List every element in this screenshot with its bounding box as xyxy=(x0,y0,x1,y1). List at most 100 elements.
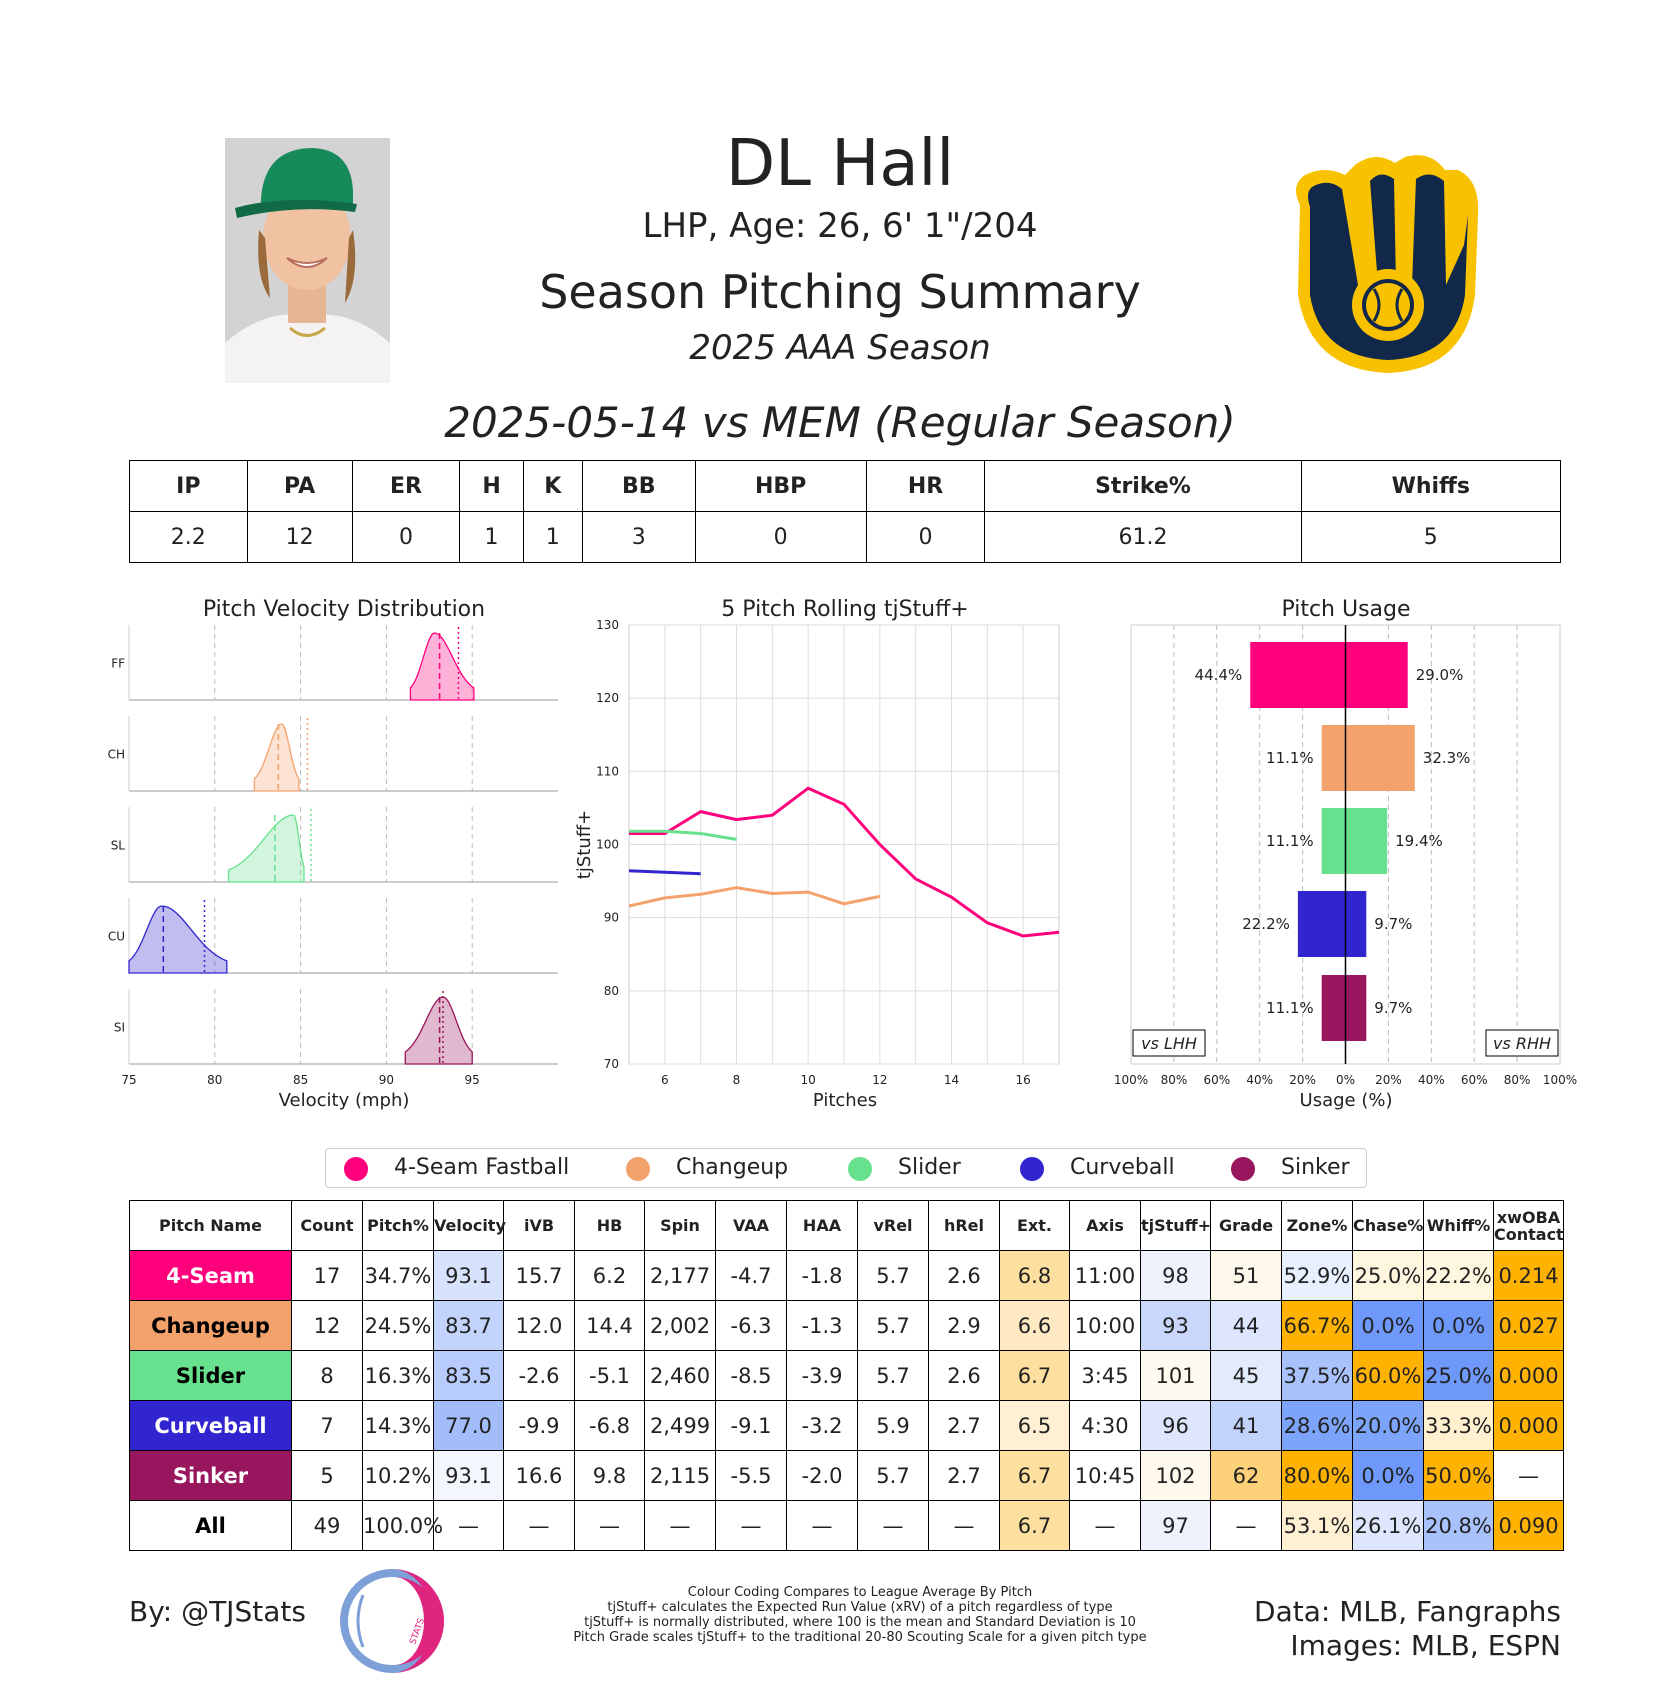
rolling-line-ch xyxy=(628,886,881,908)
pitch-metric-cell: -6.8 xyxy=(574,1400,645,1451)
pitch-table-header-cell: Pitch% xyxy=(362,1200,434,1251)
velocity-x-tick: 75 xyxy=(121,1073,136,1087)
pitch-metric-cell: 2,177 xyxy=(644,1250,716,1301)
usage-label-lhh: 11.1% xyxy=(1266,832,1314,850)
pitch-table-header-row: Pitch Name Count Pitch% Velocity iVB HB Spin VA… xyxy=(129,1200,1564,1251)
pitch-table-header-cell: vRel xyxy=(857,1200,929,1251)
vs-lhh-label: vs LHH xyxy=(1141,1034,1197,1053)
pitch-metric-cell: 2.7 xyxy=(928,1400,1000,1451)
pitch-metric-cell: 100.0% xyxy=(362,1500,443,1551)
pitch-metric-cell: 6.7 xyxy=(999,1500,1070,1551)
pitch-metric-cell: 93 xyxy=(1140,1300,1211,1351)
legend-marker xyxy=(1020,1157,1044,1181)
pitch-metric-cell: 51 xyxy=(1210,1250,1282,1301)
rolling-line-cu xyxy=(628,869,701,876)
usage-bar-ff xyxy=(1250,642,1408,708)
legend-marker xyxy=(1231,1157,1255,1181)
pitch-table-header-cell: Count xyxy=(291,1200,363,1251)
pitch-metric-cell: 16.6 xyxy=(503,1450,575,1501)
pitch-metric-cell: — xyxy=(644,1500,716,1551)
legend-item: Changeup xyxy=(626,1149,788,1187)
rolling-y-tick: 80 xyxy=(604,984,619,998)
box-header-cell: BB xyxy=(581,460,696,512)
pitch-metrics-table: Pitch Name Count Pitch% Velocity iVB HB Spin VA… xyxy=(129,1200,1564,1551)
pitch-metric-cell: 0.0% xyxy=(1352,1450,1424,1501)
pitch-name-cell: All xyxy=(129,1500,292,1551)
pitch-metric-cell: 34.7% xyxy=(362,1250,434,1301)
pitch-metric-cell: 6.5 xyxy=(999,1400,1070,1451)
pitch-metric-cell: 12 xyxy=(291,1300,363,1351)
pitch-metric-cell: 20.0% xyxy=(1352,1400,1424,1451)
author-credit: By: @TJStats xyxy=(129,1595,306,1628)
velocity-x-tick: 80 xyxy=(207,1073,222,1087)
rolling-y-tick: 110 xyxy=(596,764,619,778)
usage-chart-title: Pitch Usage xyxy=(1281,597,1411,622)
pitch-metric-cell: 5.7 xyxy=(857,1300,929,1351)
rolling-x-tick: 6 xyxy=(661,1073,669,1087)
pitch-metric-cell: 62 xyxy=(1210,1450,1282,1501)
pitch-metric-cell: 9.8 xyxy=(574,1450,645,1501)
pitch-table-header-cell: Zone% xyxy=(1281,1200,1353,1251)
usage-x-tick: 60% xyxy=(1203,1073,1230,1087)
footnote-line: tjStuff+ calculates the Expected Run Val… xyxy=(607,1600,1113,1615)
pitch-metric-cell: 11:00 xyxy=(1069,1250,1141,1301)
pitch-metric-cell: 2.9 xyxy=(928,1300,1000,1351)
legend-label: Sinker xyxy=(1281,1155,1350,1180)
velocity-density-sl xyxy=(227,814,305,883)
box-header-cell: PA xyxy=(246,460,353,512)
pitch-table-header-cell: tjStuff+ xyxy=(1140,1200,1211,1251)
pitch-table-row: Sinker 5 10.2% 93.1 16.6 9.8 2,115 -5.5 -2.0 5.7 2… xyxy=(129,1450,1564,1501)
pitch-metric-cell: — xyxy=(433,1500,504,1551)
velocity-row-label: CU xyxy=(108,930,125,944)
legend-label: Curveball xyxy=(1070,1155,1175,1180)
pitch-metric-cell: 0.214 xyxy=(1493,1250,1564,1301)
pitch-metric-cell: 6.7 xyxy=(999,1350,1070,1401)
pitch-metric-cell: 24.5% xyxy=(362,1300,434,1351)
data-credits: Data: MLB, Fangraphs Images: MLB, ESPN xyxy=(1254,1595,1561,1663)
pitch-metric-cell: -8.5 xyxy=(715,1350,787,1401)
pitch-table-row: Slider 8 16.3% 83.5 -2.6 -5.1 2,460 -8.5 -3.9 5.7… xyxy=(129,1350,1564,1401)
usage-x-tick: 80% xyxy=(1161,1073,1188,1087)
pitch-metric-cell: 45 xyxy=(1210,1350,1282,1401)
usage-label-lhh: 22.2% xyxy=(1242,915,1290,933)
pitch-table-header-cell: Axis xyxy=(1069,1200,1141,1251)
velocity-row-ch: CH xyxy=(108,716,558,792)
box-value-cell: 2.2 xyxy=(129,511,248,563)
box-value-cell: 0 xyxy=(865,511,986,563)
pitch-metric-cell: 50.0% xyxy=(1423,1450,1494,1501)
pitch-metric-cell: 4:30 xyxy=(1069,1400,1141,1451)
usage-x-tick: 80% xyxy=(1504,1073,1531,1087)
pitch-legend: 4-Seam Fastball Changeup Slider Curveball Si… xyxy=(325,1148,1367,1188)
box-header-cell: H xyxy=(459,460,524,512)
pitch-metric-cell: 6.8 xyxy=(999,1250,1070,1301)
summary-title: Season Pitching Summary xyxy=(539,265,1141,319)
pitch-metric-cell: -9.1 xyxy=(715,1400,787,1451)
usage-x-tick: 60% xyxy=(1461,1073,1488,1087)
velocity-row-si: SI xyxy=(114,989,558,1065)
rolling-chart-title: 5 Pitch Rolling tjStuff+ xyxy=(721,597,969,622)
velocity-row-label: FF xyxy=(111,657,125,671)
box-value-cell: 3 xyxy=(581,511,696,563)
pitch-metric-cell: 97 xyxy=(1140,1500,1211,1551)
rolling-x-tick: 16 xyxy=(1016,1073,1031,1087)
usage-x-tick: 100% xyxy=(1114,1073,1148,1087)
pitch-name-cell: 4-Seam xyxy=(129,1250,292,1301)
box-header-cell: Whiffs xyxy=(1300,460,1562,512)
pitch-usage-chart: 100% 80% 60% 40% 20% 0% 20% 40% 60% 80% 100% 44.4% 2… xyxy=(1114,624,1577,1087)
pitch-metric-cell: 5.9 xyxy=(857,1400,929,1451)
usage-bar-cu xyxy=(1297,891,1367,957)
pitch-table-header-cell: Spin xyxy=(644,1200,716,1251)
pitch-metric-cell: 28.6% xyxy=(1281,1400,1353,1451)
pitch-metric-cell: -2.0 xyxy=(786,1450,858,1501)
box-value-cell: 12 xyxy=(246,511,353,563)
pitch-metric-cell: 14.3% xyxy=(362,1400,434,1451)
pitch-metric-cell: 8 xyxy=(291,1350,363,1401)
season-label: 2025 AAA Season xyxy=(689,328,991,368)
legend-item: 4-Seam Fastball xyxy=(344,1149,569,1187)
rolling-y-tick: 70 xyxy=(604,1057,619,1071)
box-value-cell: 1 xyxy=(459,511,524,563)
data-source: Data: MLB, Fangraphs xyxy=(1254,1595,1561,1628)
usage-label-lhh: 11.1% xyxy=(1266,749,1314,767)
pitch-metric-cell: -3.2 xyxy=(786,1400,858,1451)
pitch-table-row: Curveball 7 14.3% 77.0 -9.9 -6.8 2,499 -9.1 -3.2… xyxy=(129,1400,1564,1451)
